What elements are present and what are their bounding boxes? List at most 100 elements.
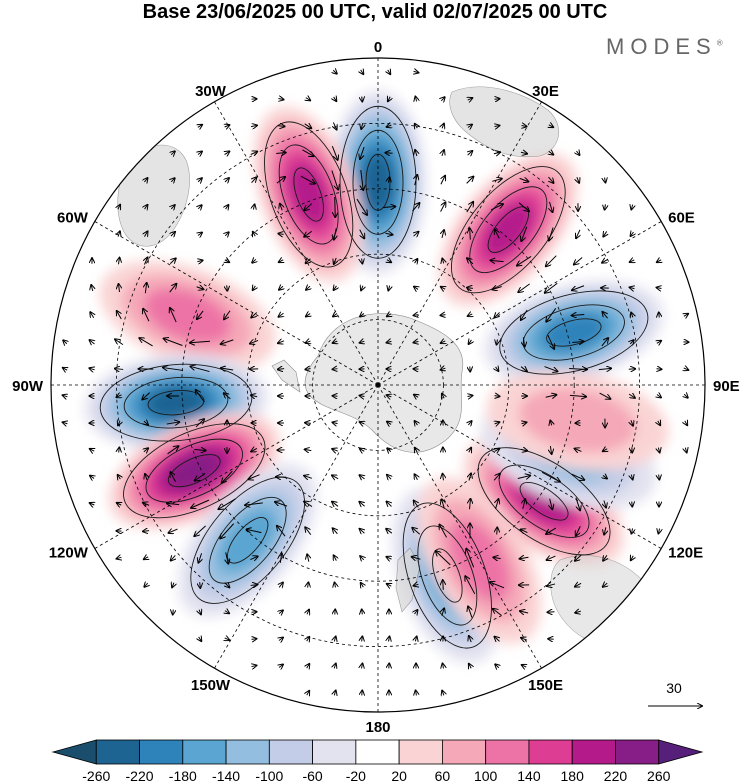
logo-text: MODES [606, 34, 717, 59]
colorbar-swatch [615, 739, 660, 765]
wind-arrow [658, 448, 659, 453]
wind-arrow [605, 204, 606, 209]
anomaly-contour [542, 313, 606, 352]
map-border [50, 57, 706, 713]
wind-arrow [276, 177, 285, 184]
longitude-label: 120W [49, 545, 89, 562]
wind-arrow [518, 202, 529, 212]
wind-arrow [387, 502, 392, 507]
wind-arrow [658, 421, 660, 425]
longitude-label: 60E [668, 210, 695, 227]
wind-arrow [362, 610, 363, 615]
wind-arrow [630, 287, 635, 288]
wind-arrow [630, 340, 633, 344]
wind-arrow [388, 177, 389, 183]
wind-arrow [493, 474, 500, 481]
wind-arrow [523, 499, 525, 509]
wind-arrow [546, 308, 557, 321]
wind-arrow [143, 503, 150, 506]
colorbar-swatch [268, 739, 314, 765]
wind-arrow [545, 282, 558, 293]
wind-arrow [521, 638, 528, 640]
wind-arrow [250, 151, 257, 154]
wind-arrow [89, 368, 94, 370]
wind-arrow [280, 204, 282, 211]
wind-arrow [361, 286, 363, 291]
wind-arrow [119, 284, 120, 293]
wind-arrow [572, 285, 585, 290]
wind-arrow [199, 637, 202, 641]
meridian-line [214, 384, 379, 669]
wind-arrow [602, 259, 609, 262]
wind-arrow [63, 422, 68, 423]
wind-arrow [441, 287, 445, 289]
wind-arrow [442, 608, 444, 616]
wind-arrow [220, 523, 235, 539]
streamline-loop [402, 502, 492, 649]
map-disc [51, 58, 705, 712]
wind-arrow [356, 198, 367, 215]
wind-arrow [335, 196, 336, 217]
streamline [145, 438, 244, 503]
wind-arrow [547, 334, 554, 349]
wind-arrow [164, 338, 183, 346]
wind-arrow [601, 338, 608, 347]
wind-vectors [63, 70, 689, 696]
wind-arrow [361, 583, 364, 587]
colorbar-tick-label: 140 [517, 768, 541, 783]
wind-arrow [275, 502, 288, 507]
longitude-label: 30W [195, 83, 227, 100]
wind-arrow [118, 475, 121, 479]
anomaly-contour [219, 508, 277, 572]
wind-arrow [115, 369, 124, 370]
streamline [469, 186, 548, 274]
wind-arrow [359, 502, 364, 506]
wind-arrow [575, 497, 580, 511]
wind-arrow [334, 664, 336, 669]
wind-arrow [602, 312, 607, 319]
wind-arrow [497, 528, 498, 535]
wind-arrow [441, 176, 445, 185]
wind-arrow [603, 583, 607, 587]
wind-arrow [576, 229, 580, 238]
south-pole-marker [375, 382, 381, 388]
wind-arrow [387, 341, 392, 342]
wind-arrow [546, 255, 557, 267]
wind-arrow [333, 122, 336, 129]
meridian-line [94, 221, 379, 386]
meridian-line [214, 101, 379, 386]
wind-arrow [245, 503, 263, 505]
wind-arrow [523, 337, 524, 346]
wind-arrow [521, 309, 528, 320]
wind-arrow [517, 475, 530, 478]
wind-arrow [520, 152, 527, 153]
wind-arrow [546, 527, 557, 534]
wind-arrow [248, 474, 260, 480]
wind-arrow [63, 340, 67, 343]
wind-arrow [415, 259, 418, 263]
wind-arrow [442, 150, 444, 157]
wind-arrow [144, 257, 147, 265]
longitude-label: 150W [191, 677, 231, 694]
wind-arrow [389, 664, 390, 669]
wind-arrow [545, 395, 557, 398]
wind-arrow [226, 205, 229, 209]
wind-arrow [496, 367, 499, 371]
wind-arrow [252, 177, 257, 182]
wind-arrow [362, 97, 363, 102]
wind-arrow [414, 584, 419, 585]
longitude-label: 90W [12, 378, 44, 395]
wind-arrow [252, 639, 257, 640]
wind-arrow [278, 98, 283, 99]
wind-arrow [225, 638, 230, 640]
wind-arrow [495, 230, 500, 239]
wind-arrow [191, 499, 210, 508]
wind-arrow [518, 283, 530, 292]
new-zealand [395, 547, 421, 613]
streamline [190, 476, 305, 604]
anomaly-contour [362, 153, 394, 212]
colorbar-swatch [571, 739, 616, 765]
colorbar-tick-label: -140 [212, 768, 240, 783]
colorbar-tick-label: -60 [302, 768, 322, 783]
wind-arrow [171, 205, 174, 209]
